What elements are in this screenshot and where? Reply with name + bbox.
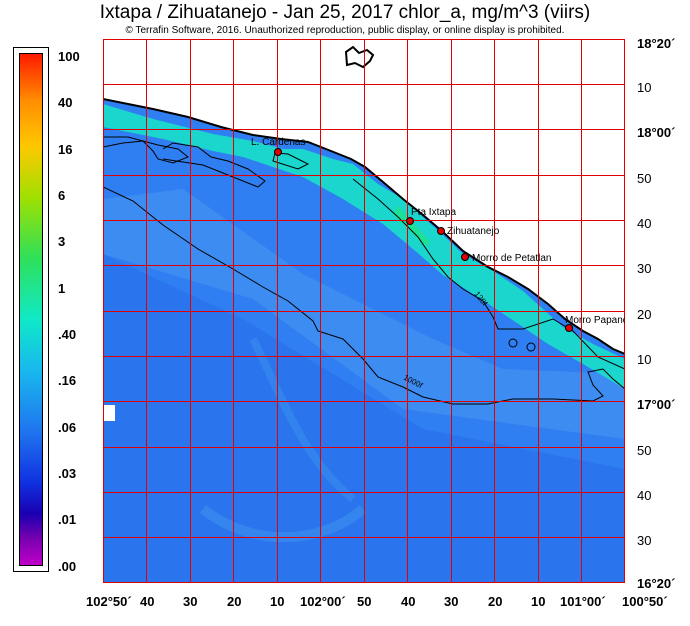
legend-label-40: 40	[58, 95, 73, 110]
legend-label-100: 100	[58, 49, 80, 64]
marker-morro-papanoa	[565, 324, 573, 332]
lon-label: 40	[140, 594, 155, 609]
lon-label: 40	[401, 594, 416, 609]
copyright-notice: © Terrafin Software, 2016. Unauthorized …	[125, 25, 565, 36]
lat-label-16-20: 16°20´	[637, 576, 676, 591]
place-label-zihuatanejo: Zihuatanejo	[447, 226, 500, 237]
marker-morro-de-petatlan	[461, 253, 469, 261]
lon-label-100-50: 100°50´	[622, 594, 668, 609]
lon-label-102-00: 102°00´	[300, 594, 346, 609]
legend-label-6: 6	[58, 188, 66, 203]
legend-label-16: 16	[58, 142, 73, 157]
lake-outline	[344, 45, 375, 69]
lon-label-102-50: 102°50´	[86, 594, 132, 609]
cloud-patch	[103, 405, 115, 421]
lat-label-18-00: 18°00´	[637, 125, 676, 140]
marker-pta-ixtapa	[406, 217, 414, 225]
legend-label-0-16: .16	[58, 373, 77, 388]
legend-label-3: 3	[58, 234, 66, 249]
legend-label-0-06: .06	[58, 420, 77, 435]
lat-label: 50	[637, 171, 652, 186]
lat-label: 50	[637, 443, 652, 458]
coastline	[103, 98, 625, 355]
shelf-contour-bay	[162, 142, 266, 188]
seamount-contour	[508, 338, 518, 348]
lon-label: 30	[444, 594, 459, 609]
seamount-contour	[526, 342, 536, 352]
shelf-contour-north	[103, 136, 189, 164]
lat-label: 40	[637, 216, 652, 231]
lat-label: 40	[637, 488, 652, 503]
map-title: Ixtapa / Zihuatanejo - Jan 25, 2017 chlo…	[99, 2, 591, 23]
lon-label: 50	[357, 594, 372, 609]
shelf-contour-inner	[272, 152, 310, 170]
lat-label: 30	[637, 261, 652, 276]
chlorophyll-map: L. Cardenas Pta Ixtapa Zihuatanejo Morro…	[103, 39, 625, 583]
color-scale-bar	[19, 53, 43, 566]
nearshore-bloom	[393, 206, 431, 247]
lat-lon-grid	[103, 39, 625, 583]
lat-label: 10	[637, 80, 652, 95]
lon-label: 20	[488, 594, 503, 609]
place-label-pta-ixtapa: Pta Ixtapa	[411, 207, 456, 218]
legend-label-0-00: .00	[58, 559, 77, 574]
coastal-chlorophyll-band	[103, 104, 625, 389]
color-scale-legend	[13, 47, 49, 572]
lat-label: 30	[637, 533, 652, 548]
place-markers	[274, 148, 573, 332]
place-label-morro-papanoa: Morro Papanoa	[565, 315, 625, 326]
lat-label: 20	[637, 307, 652, 322]
lat-label: 10	[637, 352, 652, 367]
legend-label-0-40: .40	[58, 327, 77, 342]
lat-label-17-00: 17°00´	[637, 397, 676, 412]
legend-label-1: 1	[58, 281, 66, 296]
place-label-morro-de-petatlan: Morro de Petatlan	[472, 253, 552, 264]
marker-zihuatanejo	[437, 227, 445, 235]
legend-label-0-03: .03	[58, 466, 77, 481]
lon-label: 10	[531, 594, 546, 609]
place-label-l-cardenas: L. Cardenas	[251, 137, 305, 148]
lon-label: 20	[227, 594, 242, 609]
lat-label-18-20: 18°20´	[637, 36, 676, 51]
plume-streak	[249, 337, 356, 503]
legend-label-0-01: .01	[58, 512, 77, 527]
lon-label: 30	[183, 594, 198, 609]
marker-l-cardenas	[274, 148, 282, 156]
lon-label: 10	[270, 594, 285, 609]
lon-label-101-00: 101°00´	[560, 594, 606, 609]
